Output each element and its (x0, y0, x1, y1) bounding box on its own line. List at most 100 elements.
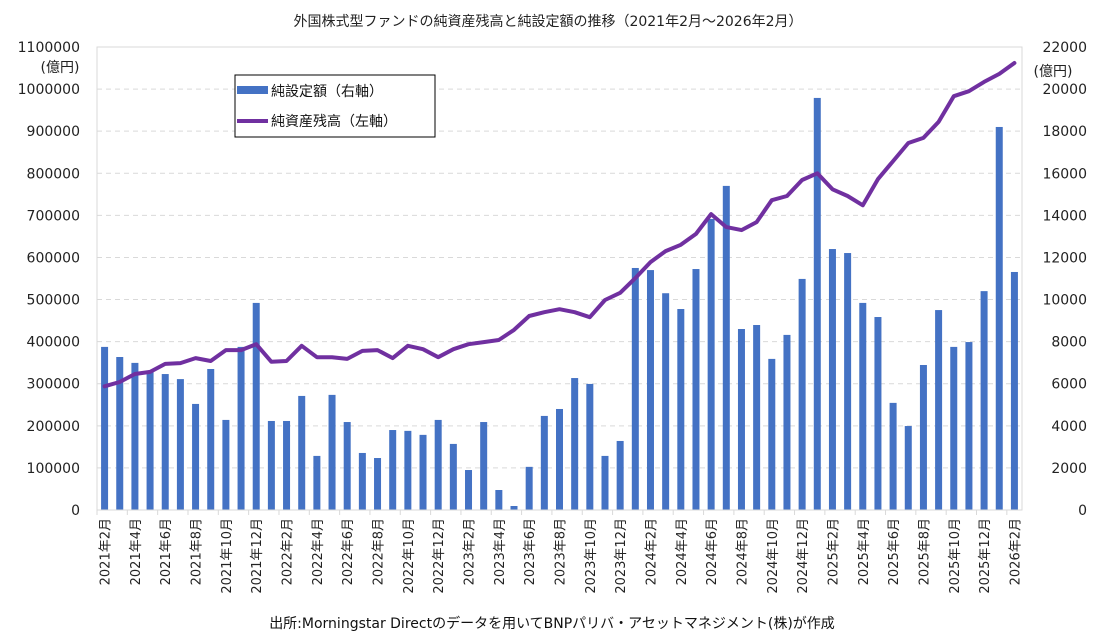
bar-net-flow (1010, 271, 1018, 510)
bar-net-flow (207, 368, 215, 510)
right-tick-label: 6000 (1051, 377, 1087, 393)
right-tick-label: 22000 (1042, 40, 1087, 56)
x-tick-label: 2024年6月 (705, 518, 720, 585)
x-tick-label: 2024年12月 (796, 518, 811, 594)
x-tick-label: 2024年4月 (675, 518, 690, 585)
x-tick-label: 2021年4月 (129, 518, 144, 585)
bar-net-flow (389, 430, 397, 510)
x-tick-label: 2021年2月 (99, 518, 114, 585)
x-tick-label: 2023年2月 (463, 518, 478, 585)
right-axis-ticks: 0 2000 4000 6000 8000 10000 12000 14000 16000 180… (1042, 40, 1087, 519)
bar-net-flow (176, 379, 184, 510)
legend-label-net-flow: 純設定額（右軸） (271, 84, 383, 100)
x-tick-label: 2024年2月 (644, 518, 659, 585)
bar-net-flow (904, 426, 912, 510)
x-tick-label: 2021年10月 (220, 518, 235, 594)
x-tick-label: 2024年10月 (766, 518, 781, 594)
left-tick-label: 100000 (27, 461, 80, 477)
right-tick-label: 14000 (1042, 208, 1087, 224)
bar-net-flow (298, 395, 306, 510)
bar-net-flow (995, 126, 1003, 511)
bar-net-flow (283, 420, 291, 510)
x-tick-label: 2022年12月 (432, 518, 447, 594)
x-tick-label: 2022年8月 (372, 518, 387, 585)
left-tick-label: 900000 (27, 124, 80, 140)
legend-box (234, 74, 436, 138)
right-tick-label: 12000 (1042, 250, 1087, 266)
right-tick-label: 18000 (1042, 124, 1087, 140)
bar-net-flow (222, 419, 230, 510)
x-tick-label: 2023年10月 (584, 518, 599, 594)
source-note: 出所:Morningstar Directのデータを用いてBNPパリバ・アセット… (269, 615, 835, 632)
bar-net-flow (677, 309, 685, 510)
bar-net-flow (510, 506, 518, 510)
x-tick-label: 2023年4月 (493, 518, 508, 585)
bar-net-flow (267, 420, 275, 510)
bar-net-flow (874, 317, 882, 510)
x-tick-label: 2024年8月 (735, 518, 750, 585)
bar-net-flow (116, 356, 124, 510)
bar-net-flow (662, 293, 670, 510)
left-tick-label: 700000 (27, 208, 80, 224)
right-axis-unit: (億円) (1034, 64, 1073, 80)
left-tick-label: 0 (71, 503, 80, 519)
bar-net-flow (192, 403, 200, 510)
left-tick-label: 1100000 (18, 40, 80, 56)
bar-net-flow (813, 97, 821, 511)
x-tick-label: 2025年10月 (948, 518, 963, 594)
bar-net-flow (571, 378, 579, 510)
bar-net-flow (980, 291, 988, 510)
legend: 純設定額（右軸） 純資産残高（左軸） (234, 74, 436, 138)
left-tick-label: 500000 (27, 293, 80, 309)
bar-net-flow (358, 452, 366, 510)
left-tick-label: 400000 (27, 335, 80, 351)
bar-net-flow (737, 329, 745, 510)
right-tick-label: 4000 (1051, 419, 1087, 435)
bar-net-flow (965, 342, 973, 510)
bar-net-flow (419, 434, 427, 510)
left-axis-ticks: 0 100000 200000 300000 400000 500000 600000 700… (18, 40, 80, 519)
bar-net-flow (161, 374, 169, 510)
bar-net-flow (889, 402, 897, 510)
bar-net-flow (783, 334, 791, 510)
bar-net-flow (146, 371, 154, 510)
bar-net-flow (859, 302, 867, 510)
chart-title: 外国株式型ファンドの純資産残高と純設定額の推移（2021年2月～2026年2月） (293, 13, 802, 30)
x-tick-label: 2025年2月 (826, 518, 841, 585)
x-tick-label: 2022年10月 (402, 518, 417, 594)
bar-net-flow (540, 415, 548, 510)
bar-net-flow (237, 346, 245, 510)
x-tick-label: 2021年12月 (250, 518, 265, 594)
bar-net-flow (465, 470, 473, 510)
bar-net-flow (495, 490, 503, 510)
right-tick-label: 8000 (1051, 335, 1087, 351)
bar-net-flow (586, 383, 594, 510)
x-tick-label: 2026年2月 (1008, 518, 1023, 585)
bar-net-flow (646, 270, 654, 510)
bar-net-flow (828, 249, 836, 510)
bar-net-flow (798, 278, 806, 510)
left-tick-label: 800000 (27, 166, 80, 182)
bar-net-flow (631, 267, 639, 510)
bar-net-flow (313, 455, 321, 510)
right-tick-label: 10000 (1042, 293, 1087, 309)
x-tick-label: 2022年2月 (281, 518, 296, 585)
x-tick-label: 2025年6月 (887, 518, 902, 585)
x-tick-label: 2023年6月 (523, 518, 538, 585)
bar-net-flow (131, 362, 139, 510)
right-tick-label: 20000 (1042, 82, 1087, 98)
bar-net-flow (616, 440, 624, 510)
bar-series (101, 97, 1018, 511)
bar-net-flow (480, 422, 488, 510)
left-tick-label: 300000 (27, 377, 80, 393)
bar-net-flow (707, 218, 715, 511)
x-tick-label: 2021年8月 (190, 518, 205, 585)
bar-net-flow (328, 394, 336, 510)
bar-net-flow (919, 364, 927, 510)
right-tick-label: 2000 (1051, 461, 1087, 477)
bar-net-flow (449, 443, 457, 510)
line-net-assets (102, 61, 1017, 389)
line-series (102, 61, 1017, 389)
bar-net-flow (601, 455, 609, 510)
